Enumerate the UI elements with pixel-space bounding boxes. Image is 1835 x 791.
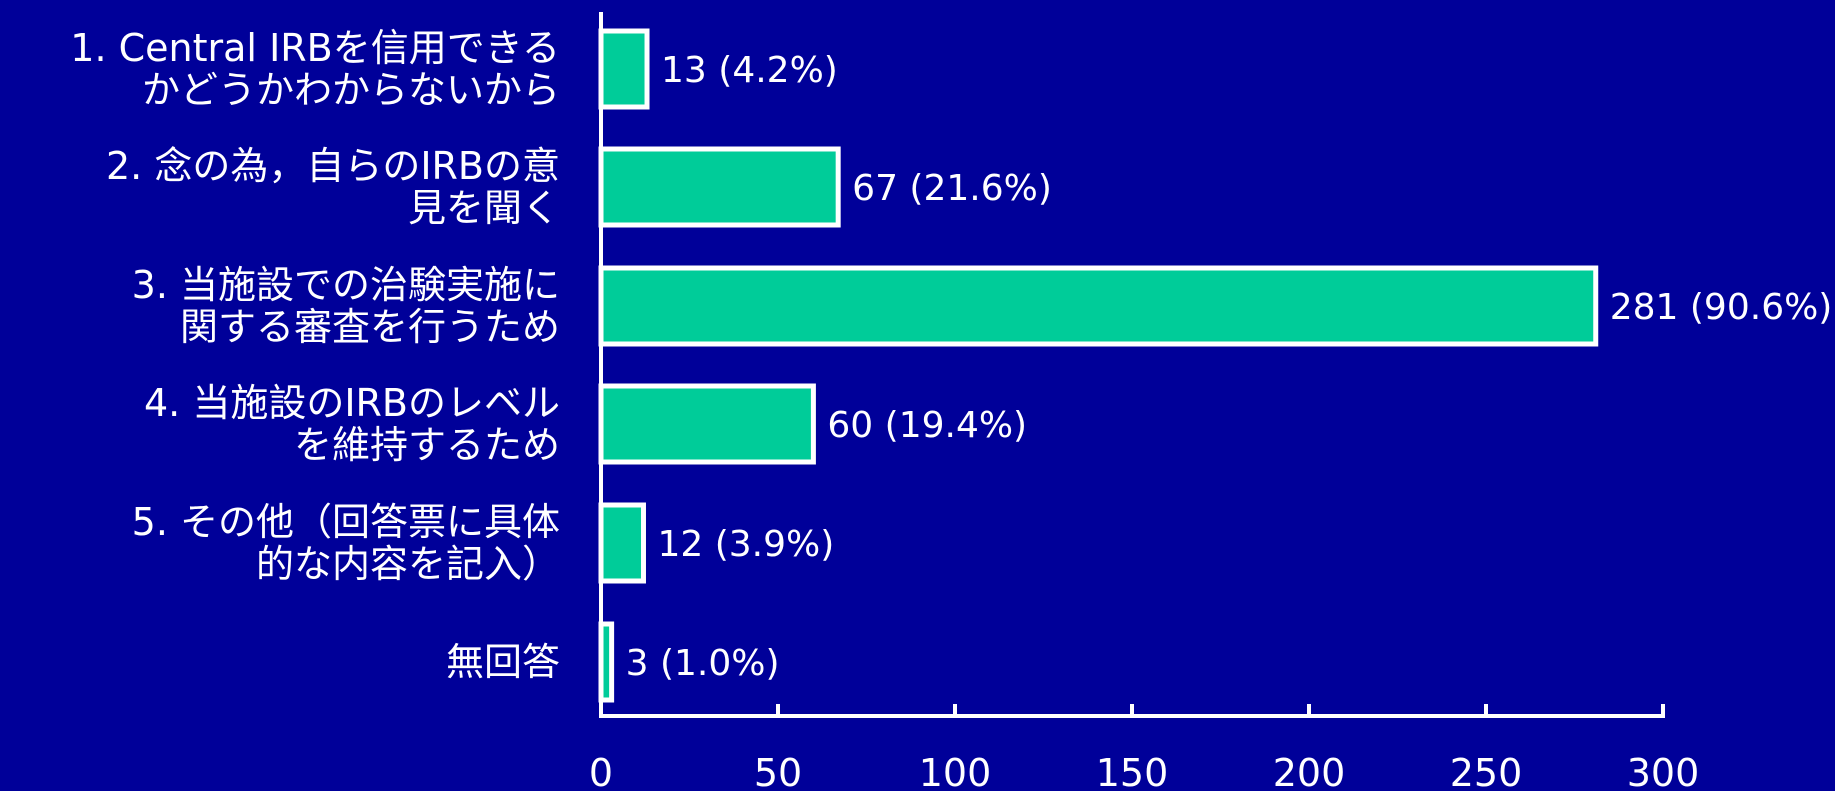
x-tick-label: 100 xyxy=(919,751,992,791)
bar xyxy=(598,28,650,110)
category-label: 的な内容を記入） xyxy=(256,542,560,586)
x-tick-label: 250 xyxy=(1450,751,1523,791)
category-label: 無回答 xyxy=(446,640,560,684)
x-tick-label: 50 xyxy=(754,751,802,791)
data-label: 3 (1.0%) xyxy=(626,643,780,684)
category-label: かどうかわからないから xyxy=(142,68,560,112)
bar xyxy=(598,383,816,465)
bar xyxy=(598,502,646,584)
category-label: 5. その他（回答票に具体 xyxy=(132,500,560,544)
category-label: 4. 当施設のIRBのレベル xyxy=(144,381,560,425)
x-tick-label: 150 xyxy=(1096,751,1169,791)
bar xyxy=(598,146,841,228)
category-label: 1. Central IRBを信用できる xyxy=(70,26,560,70)
x-tick-label: 0 xyxy=(589,751,613,791)
data-label: 12 (3.9%) xyxy=(657,524,834,565)
data-label: 13 (4.2%) xyxy=(661,50,838,91)
x-tick-label: 300 xyxy=(1627,751,1700,791)
category-label: を維持するため xyxy=(294,423,560,467)
category-label: 見を聞く xyxy=(408,186,560,230)
category-label: 2. 念の為，自らのIRBの意 xyxy=(106,144,560,188)
data-label: 60 (19.4%) xyxy=(827,405,1027,446)
data-label: 281 (90.6%) xyxy=(1610,287,1833,328)
bar xyxy=(598,265,1599,347)
x-tick-label: 200 xyxy=(1273,751,1346,791)
category-label: 3. 当施設での治験実施に xyxy=(132,263,560,307)
data-label: 67 (21.6%) xyxy=(852,168,1052,209)
category-label: 関する審査を行うため xyxy=(180,305,560,349)
